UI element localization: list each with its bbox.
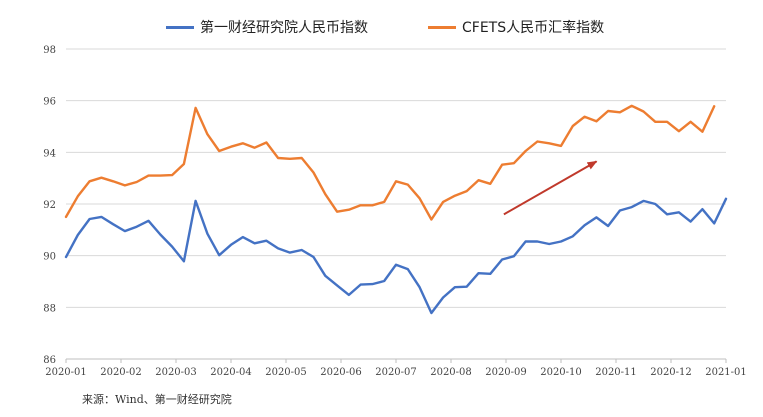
x-tick-label: 2020-10: [540, 367, 582, 378]
x-tick-label: 2020-01: [45, 367, 87, 378]
legend-item-series-1: 第一财经研究院人民币指数: [166, 14, 368, 40]
grid-lines: [66, 48, 726, 308]
y-tick-label: 94: [43, 148, 56, 159]
annotations: [503, 160, 598, 216]
x-tick-labels: 2020-01 2020-02 2020-03 2020-04 2020-05 2020-…: [45, 367, 747, 378]
legend-label-series-1: 第一财经研究院人民币指数: [200, 20, 368, 36]
legend-swatch-series-2: [428, 25, 456, 29]
x-tick-label: 2020-03: [155, 367, 197, 378]
x-tick-label: 2020-05: [265, 367, 307, 378]
source-note: 来源：Wind、第一财经研究院: [82, 393, 232, 406]
series-line-2: [64, 104, 716, 221]
x-tick-label: 2020-09: [485, 367, 527, 378]
y-tick-label: 92: [43, 200, 56, 211]
x-tick-label: 2021-01: [705, 367, 747, 378]
y-tick-label: 98: [43, 45, 56, 56]
legend-item-series-2: CFETS人民币汇率指数: [428, 14, 604, 40]
legend-label-series-2: CFETS人民币汇率指数: [462, 20, 605, 36]
x-tick-label: 2020-11: [595, 367, 637, 378]
legend-swatch-series-1: [166, 25, 194, 29]
y-tick-label: 88: [43, 303, 56, 314]
y-tick-label: 90: [43, 252, 56, 263]
x-tick-label: 2020-06: [320, 367, 362, 378]
y-tick-label: 96: [43, 97, 56, 108]
x-tick-label: 2020-02: [100, 367, 142, 378]
x-tick-label: 2020-12: [650, 367, 692, 378]
y-tick-labels: 86 88 90 92 94 96 98: [43, 45, 56, 366]
series-line-1: [64, 197, 728, 315]
x-tick-label: 2020-07: [375, 367, 417, 378]
axes: [65, 358, 727, 363]
x-tick-label: 2020-04: [210, 367, 252, 378]
y-tick-label: 86: [43, 355, 56, 366]
x-tick-label: 2020-08: [430, 367, 472, 378]
legend: 第一财经研究院人民币指数 CFETS人民币汇率指数: [0, 14, 763, 40]
series-lines: [64, 104, 728, 315]
trend-arrow: [503, 160, 598, 216]
